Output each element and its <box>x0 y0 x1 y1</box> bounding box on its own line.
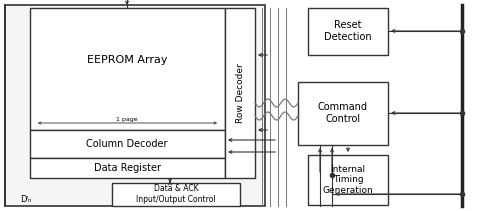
Bar <box>298 82 388 145</box>
Bar <box>5 5 265 206</box>
Text: Internal
Timing
Generation: Internal Timing Generation <box>322 165 373 195</box>
Bar <box>30 130 225 158</box>
Text: Column Decoder: Column Decoder <box>86 139 168 149</box>
Text: EEPROM Array: EEPROM Array <box>87 55 167 65</box>
Bar <box>308 155 388 205</box>
Text: Dᴵₙ: Dᴵₙ <box>20 196 31 204</box>
Text: Row Decoder: Row Decoder <box>236 63 245 123</box>
Text: Data Register: Data Register <box>94 163 161 173</box>
Bar <box>308 8 388 55</box>
Text: 1 page: 1 page <box>116 116 138 122</box>
Text: Command
Control: Command Control <box>318 102 368 124</box>
Bar <box>30 158 225 178</box>
Bar <box>225 8 255 178</box>
Text: Data & ACK
Input/Output Control: Data & ACK Input/Output Control <box>136 184 216 204</box>
Bar <box>112 183 240 206</box>
Bar <box>30 8 225 130</box>
Text: Reset
Detection: Reset Detection <box>324 20 372 42</box>
